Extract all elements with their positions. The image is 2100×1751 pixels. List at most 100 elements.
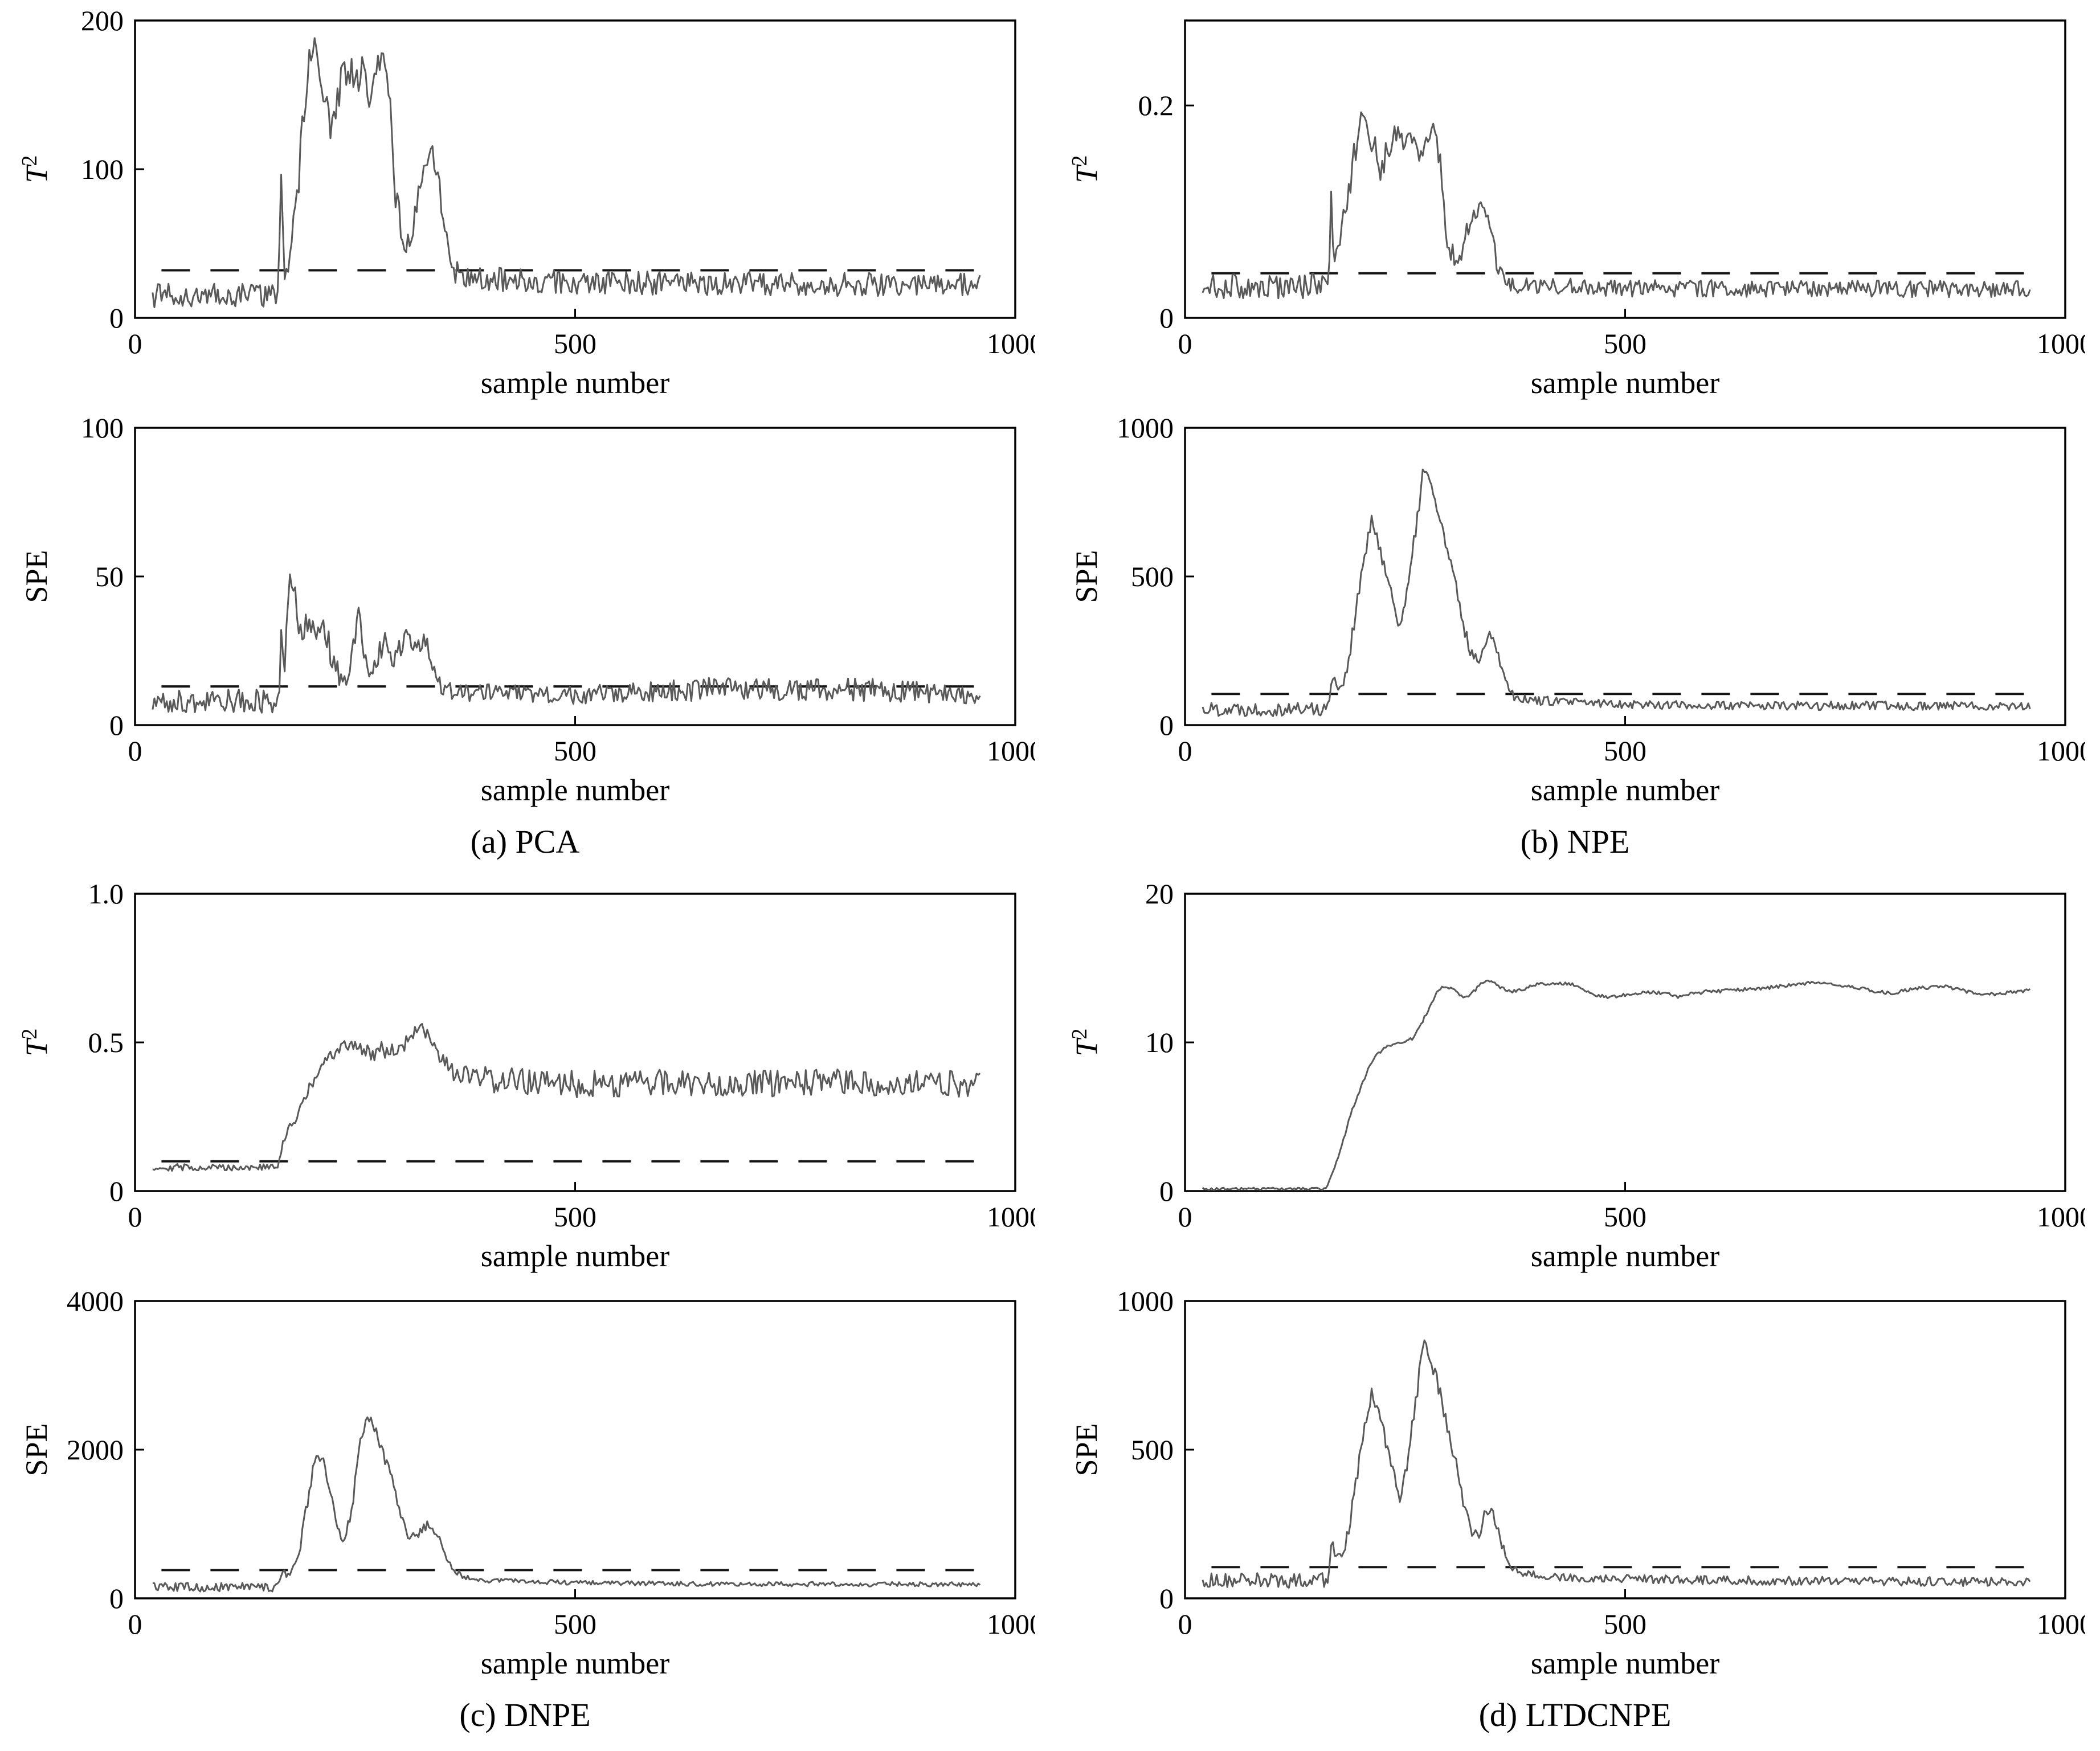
y-tick-label: 0 [1159,302,1174,334]
statistic-line [151,573,981,714]
x-tick-label: 0 [1178,1608,1192,1640]
plot-border [1183,1300,2066,1599]
chart-svg-npe-spe: 0 500 1000 0 500 1000 sample number SPE [1069,412,2085,807]
x-axis-label: sample number [480,773,669,807]
panel-caption-npe: (b) NPE [1520,823,1630,860]
y-tick-label: 0 [1159,709,1174,741]
x-tick-label: 1000 [987,1201,1035,1233]
x-tick-label: 500 [554,328,597,359]
x-tick-label: 500 [1604,328,1647,359]
x-tick-label: 0 [1178,1201,1192,1233]
chart-npe-t2: 0 500 1000 0 0.2 sample number T2 [1065,5,2085,412]
chart-svg-ltdcnpe-spe: 0 500 1000 0 500 1000 sample number SPE [1069,1285,2085,1680]
chart-svg-dnpe-t2: 0 500 1000 0 0.5 1.0 sample number T2 [18,878,1035,1273]
svg-text:SPE: SPE [1069,550,1104,603]
chart-pca-t2: 0 500 1000 0 100 200 sample number T2 [15,5,1035,412]
statistic-line [1201,468,2031,717]
x-tick-label: 500 [1604,735,1647,767]
x-tick-label: 1000 [2037,735,2085,767]
chart-dnpe-t2: 0 500 1000 0 0.5 1.0 sample number T2 [15,878,1035,1285]
plot-border [133,19,1016,319]
svg-text:T2: T2 [18,1028,54,1056]
chart-ltdcnpe-spe: 0 500 1000 0 500 1000 sample number SPE [1065,1285,2085,1692]
y-tick-label: 2000 [67,1434,124,1466]
panel-caption-dnpe: (c) DNPE [459,1696,591,1733]
x-tick-label: 500 [554,735,597,767]
svg-text:T2: T2 [18,155,54,183]
x-tick-label: 0 [128,328,142,359]
y-tick-label: 1.0 [88,878,124,910]
y-tick-label: 0.2 [1138,89,1174,121]
y-tick-label: 100 [81,412,124,444]
x-tick-label: 500 [1604,1201,1647,1233]
statistic-line [151,37,981,309]
y-tick-label: 10 [1145,1026,1174,1058]
x-tick-label: 1000 [2037,1608,2085,1640]
panel-caption-ltdcnpe: (d) LTDCNPE [1478,1696,1672,1733]
x-tick-label: 0 [128,1201,142,1233]
chart-pca-spe: 0 500 1000 0 50 100 sample number SPE [15,412,1035,819]
svg-text:SPE: SPE [1069,1423,1104,1476]
y-axis-label: T2 [1068,1028,1104,1056]
y-tick-label: 100 [81,153,124,185]
x-tick-label: 1000 [987,328,1035,359]
y-axis-label: T2 [18,155,54,183]
x-axis-label: sample number [1530,1646,1719,1680]
panel-npe: 0 500 1000 0 0.2 sample number T2 0 500 1000 0 500… [1050,5,2100,878]
chart-svg-dnpe-spe: 0 500 1000 0 2000 4000 sample number SPE [19,1285,1035,1680]
x-axis-label: sample number [1530,773,1719,807]
y-axis-label: SPE [19,550,54,603]
y-tick-label: 4000 [67,1285,124,1317]
svg-text:T2: T2 [1068,1028,1104,1056]
chart-ltdcnpe-t2: 0 500 1000 0 10 20 sample number T2 [1065,878,2085,1285]
chart-npe-spe: 0 500 1000 0 500 1000 sample number SPE [1065,412,2085,819]
x-tick-label: 1000 [987,1608,1035,1640]
y-tick-label: 0 [109,1582,124,1614]
statistic-line [1202,979,2030,1191]
chart-svg-npe-t2: 0 500 1000 0 0.2 sample number T2 [1068,19,2085,400]
y-tick-label: 20 [1145,878,1174,910]
plot-border [133,427,1016,726]
y-tick-label: 50 [95,561,124,592]
panel-caption-pca: (a) PCA [470,823,580,860]
chart-svg-ltdcnpe-t2: 0 500 1000 0 10 20 sample number T2 [1068,878,2085,1273]
x-axis-label: sample number [480,1646,669,1680]
plot-border [133,893,1016,1192]
y-tick-label: 1000 [1117,412,1174,444]
y-axis-label: SPE [19,1423,54,1476]
y-axis-label: SPE [1069,550,1104,603]
y-tick-label: 500 [1131,561,1174,592]
x-tick-label: 500 [554,1608,597,1640]
x-axis-label: sample number [480,366,669,400]
chart-svg-pca-t2: 0 500 1000 0 100 200 sample number T2 [18,5,1035,400]
plot-border [1183,893,2066,1192]
y-tick-label: 1000 [1117,1285,1174,1317]
statistic-line [152,1416,980,1593]
x-tick-label: 0 [1178,328,1192,359]
y-axis-label: T2 [1068,155,1104,183]
y-tick-label: 0.5 [88,1026,124,1058]
x-tick-label: 1000 [987,735,1035,767]
x-axis-label: sample number [1530,1239,1719,1273]
y-tick-label: 500 [1131,1434,1174,1466]
x-tick-label: 0 [128,735,142,767]
x-tick-label: 500 [554,1201,597,1233]
x-tick-label: 0 [1178,735,1192,767]
statistic-line [1202,111,2031,300]
x-tick-label: 500 [1604,1608,1647,1640]
panel-ltdcnpe: 0 500 1000 0 10 20 sample number T2 0 500 1000 0 50… [1050,878,2100,1751]
y-tick-label: 0 [109,302,124,334]
x-tick-label: 1000 [2037,328,2085,359]
svg-text:SPE: SPE [19,550,54,603]
statistic-line [152,1023,980,1172]
svg-text:T2: T2 [1068,155,1104,183]
plot-border [133,1300,1016,1599]
y-axis-label: SPE [1069,1423,1104,1476]
x-axis-label: sample number [1530,366,1719,400]
y-tick-label: 0 [109,1175,124,1207]
y-axis-label: T2 [18,1028,54,1056]
svg-text:SPE: SPE [19,1423,54,1476]
